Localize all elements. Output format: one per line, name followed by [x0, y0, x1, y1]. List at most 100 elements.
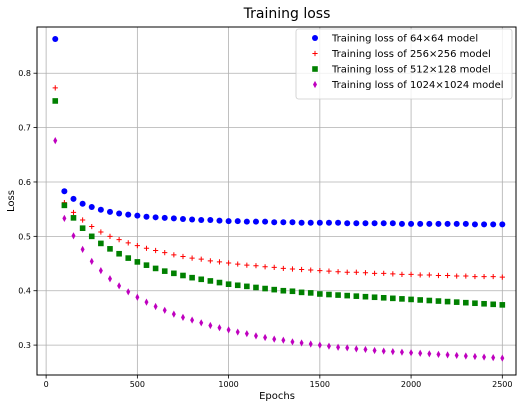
data-point [70, 209, 77, 216]
data-point [52, 98, 59, 104]
data-point [70, 215, 77, 221]
data-point [88, 233, 95, 240]
x-tick-label: 2500 [492, 380, 512, 389]
data-point [52, 35, 59, 42]
data-point [89, 257, 94, 265]
data-point [444, 220, 451, 227]
data-point [326, 268, 332, 274]
data-point [134, 212, 141, 219]
x-axis-ticks: 0 500 1000 1500 2000 2500 [44, 375, 512, 389]
data-point [88, 203, 95, 210]
series-0 [52, 35, 506, 228]
data-point [289, 266, 296, 272]
data-point [444, 272, 451, 279]
data-point [454, 273, 460, 279]
data-point [216, 259, 223, 265]
data-point [180, 253, 186, 260]
data-point [454, 351, 459, 360]
data-point [481, 273, 487, 280]
data-point [107, 233, 113, 239]
data-point [417, 272, 423, 278]
data-point [244, 262, 250, 268]
data-point [408, 271, 414, 278]
chart-title: Training loss [243, 6, 331, 22]
data-point [409, 349, 414, 357]
data-point [253, 263, 259, 269]
data-point [353, 269, 359, 275]
legend-label: Training loss of 1024×1024 model [331, 80, 504, 91]
data-point [207, 278, 214, 284]
data-point [490, 301, 496, 308]
data-point [371, 220, 378, 227]
data-point [381, 270, 387, 276]
legend-entry: Training loss of 512×128 model [312, 65, 491, 76]
data-point [226, 326, 231, 334]
data-point [198, 256, 204, 262]
data-point [335, 292, 341, 298]
data-point [135, 293, 140, 301]
data-point [389, 220, 396, 227]
data-point [244, 330, 249, 338]
data-point [335, 219, 342, 226]
data-point [190, 316, 195, 324]
legend-marker [313, 80, 317, 89]
data-point [335, 269, 341, 275]
data-point [390, 295, 396, 302]
data-point [89, 223, 95, 230]
data-point [290, 338, 295, 346]
data-point [362, 293, 369, 300]
data-point [491, 354, 496, 362]
data-point [399, 271, 405, 278]
data-point [325, 219, 332, 226]
data-point [235, 261, 241, 267]
data-point [499, 274, 505, 280]
data-point [345, 344, 350, 352]
data-point [262, 264, 268, 270]
data-point [298, 219, 305, 226]
data-point [199, 319, 204, 327]
data-point [161, 214, 168, 221]
data-point [171, 252, 177, 258]
data-point [52, 85, 58, 91]
legend-label: Training loss of 256×256 model [331, 49, 491, 60]
data-point [162, 250, 168, 256]
data-point [344, 292, 351, 299]
data-point [390, 271, 396, 277]
data-point [125, 211, 132, 218]
data-point [298, 289, 305, 296]
legend-marker [312, 66, 318, 72]
data-point [445, 351, 450, 359]
data-point [189, 216, 196, 223]
data-point [116, 210, 123, 217]
data-point [308, 267, 314, 273]
data-point [380, 220, 387, 227]
legend-entry: Training loss of 1024×1024 model [313, 80, 504, 91]
data-point [444, 298, 451, 305]
data-point [153, 247, 159, 254]
data-point [179, 215, 186, 222]
data-point [500, 354, 505, 362]
data-point [499, 221, 506, 228]
data-point [499, 302, 506, 308]
data-point [390, 348, 395, 356]
data-point [481, 221, 488, 228]
data-point [289, 219, 296, 226]
data-point [307, 290, 314, 296]
plot-frame [36, 26, 517, 376]
data-point [152, 214, 159, 221]
data-point [244, 283, 250, 290]
data-point [317, 268, 323, 274]
x-tick-label: 1500 [310, 380, 330, 389]
data-point [307, 219, 314, 226]
data-point [280, 219, 287, 226]
y-tick-label: 0.8 [18, 69, 31, 78]
data-point [280, 287, 287, 294]
x-tick-label: 0 [44, 380, 49, 389]
x-tick-label: 2000 [401, 380, 421, 389]
data-point [490, 273, 496, 280]
x-axis-label: Epochs [259, 391, 295, 402]
data-point [298, 266, 305, 273]
data-point [189, 274, 195, 281]
data-point [263, 333, 268, 342]
